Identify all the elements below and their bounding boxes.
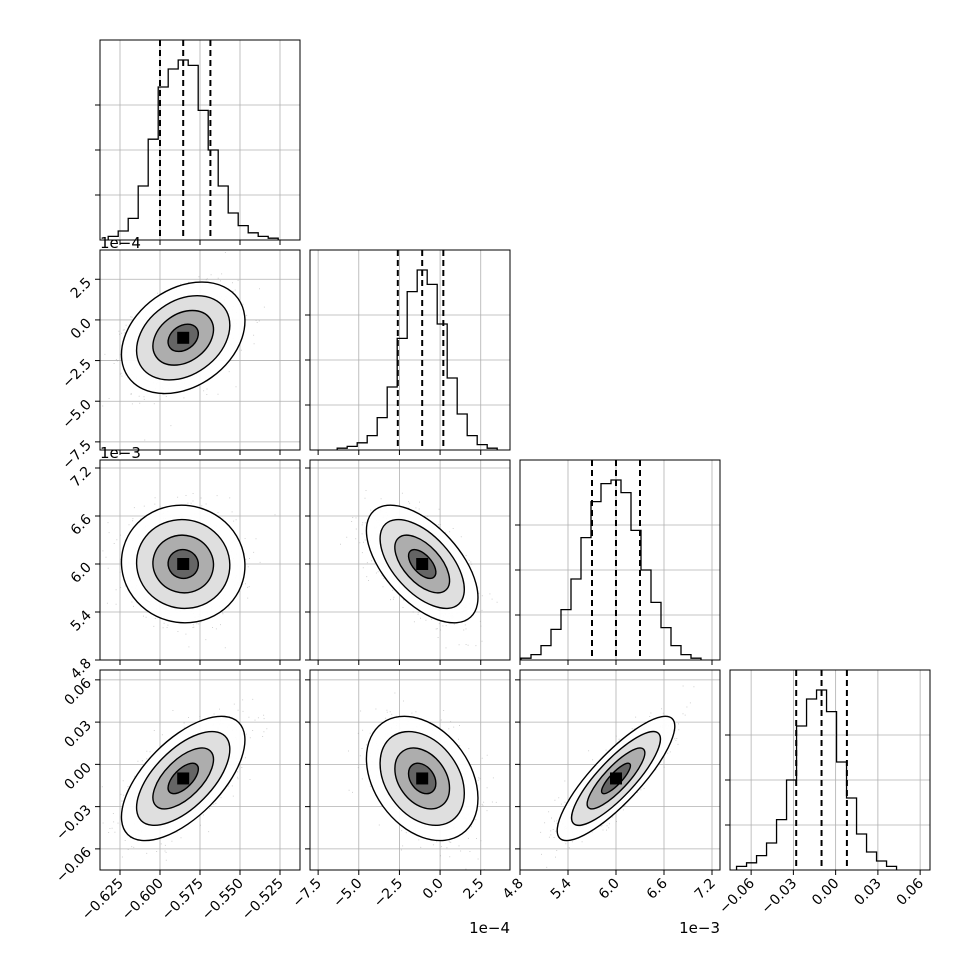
panel-content [520,670,720,870]
y-tick-label: 0.0 [68,315,95,342]
density-peak [416,558,429,570]
panel-content [310,670,510,870]
x-tick-label: 0.0 [420,876,447,903]
panel-frame [309,459,511,661]
panel-3-2: 4.8 5.4 6.0 6.6 7.2 [500,669,721,903]
x-tick-label: −7.5 [290,876,325,911]
panel-content [100,250,300,450]
panel-1-0: −7.5 −5.0 −2.5 0.0 2.5 [59,249,301,473]
histogram-bars [520,479,702,660]
x-tick-label: −5.0 [330,876,365,911]
y-offset-label: 1e−3 [100,444,141,462]
x-tick-label: −0.600 [119,876,167,924]
y-tick-label: −7.5 [59,437,94,472]
panel-3-1: −7.5 −5.0 −2.5 0.0 2.5 [290,669,511,911]
y-tick-label: −0.03 [53,802,95,844]
density-peak [177,331,190,344]
panel-2-0: 4.85.46.06.67.2 [68,459,301,683]
x-tick-label: 4.8 [500,876,527,903]
panel-content [730,670,930,870]
panel-frame [309,669,511,871]
y-tick-label: −5.0 [59,397,94,432]
panel-1-1 [305,249,511,455]
x-tick-label: 6.6 [644,875,671,902]
x-tick-label: 5.4 [548,875,575,902]
x-tick-label: 0.00 [809,876,842,909]
y-tick-label: 0.06 [61,675,94,708]
panel-content [310,460,510,660]
histogram-bars [107,59,279,240]
x-tick-label: 6.0 [596,876,623,903]
panel-0-0 [95,39,301,245]
panel-content [520,460,720,660]
density-peak [177,772,190,785]
density-peak [610,772,622,785]
x-tick-label: 2.5 [461,876,488,903]
panel-frame [519,669,721,871]
y-offset-label: 1e−4 [100,234,141,252]
y-tick-label: 2.5 [68,275,95,302]
density-peak [416,772,429,785]
panel-frame [519,459,721,661]
panel-frame [309,249,511,451]
panel-2-1 [305,459,511,665]
x-tick-label: 7.2 [692,876,719,903]
y-tick-label: −2.5 [59,356,94,391]
panel-content [100,670,300,870]
x-tick-label: −2.5 [371,876,406,911]
x-tick-label: −0.575 [159,876,207,924]
x-tick-label: 0.06 [894,875,927,908]
panel-content [310,250,510,450]
panel-3-0: −0.625−0.600−0.575−0.550−0.525 −0.06−0.03… [53,669,301,924]
panel-frame [729,669,931,871]
x-offset-label: 1e−3 [679,919,720,937]
panel-content [100,460,300,660]
x-offset-label: 1e−4 [469,919,510,937]
x-tick-label: −0.550 [199,876,247,924]
x-tick-label: −0.03 [759,876,801,918]
x-tick-label: −0.625 [79,876,127,924]
x-tick-label: 0.03 [851,876,884,909]
y-tick-label: −0.06 [53,844,95,886]
histogram-bars [735,689,898,870]
y-tick-label: 6.0 [68,560,95,587]
panel-3-3: −0.06 −0.03 0.00 0.03 0.06 [716,669,931,918]
y-tick-label: 6.6 [68,511,95,538]
histogram-bars [336,269,498,450]
x-tick-label: −0.06 [716,875,758,917]
panel-content [100,40,300,240]
density-peak [177,558,190,570]
y-tick-label: 0.03 [61,718,94,751]
y-tick-label: 0.00 [61,760,94,793]
panel-2-2 [515,459,721,665]
y-tick-label: 5.4 [68,607,95,634]
x-tick-label: −0.525 [239,876,287,924]
